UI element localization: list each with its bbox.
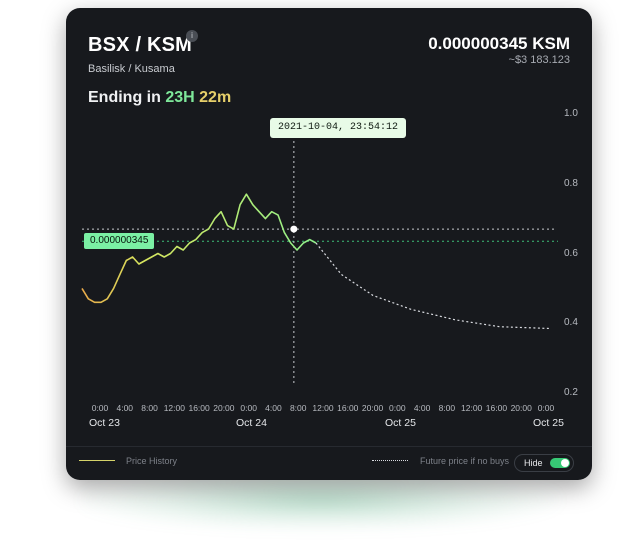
y-tick-label: 0.6 (564, 247, 578, 259)
future-price-line (315, 242, 551, 330)
x-tick-label: 0:00 (91, 403, 109, 413)
future-price-legend-label: Future price if no buys (420, 456, 510, 466)
x-tick-label: 0:00 (537, 403, 555, 413)
x-tick-label: 0:00 (240, 403, 257, 413)
crosshair-point (290, 225, 298, 233)
x-tick-label: 16:00 (485, 403, 508, 413)
hide-future-toggle[interactable]: Hide (514, 454, 574, 472)
x-tick-label: 16:00 (188, 403, 210, 413)
x-tick-label: 20:00 (361, 403, 384, 413)
toggle-switch[interactable] (550, 458, 570, 468)
x-tick-label: 12:00 (163, 403, 185, 413)
price-history-legend-label: Price History (126, 456, 178, 466)
y-tick-label: 0.8 (564, 177, 578, 189)
x-tick-label: 20:00 (510, 403, 532, 413)
hide-toggle-label: Hide (524, 458, 543, 468)
x-tick-label: 8:00 (289, 403, 307, 413)
auction-chart-card: BSX / KSM i Basilisk / Kusama 0.00000034… (66, 8, 592, 480)
pair-subtitle: Basilisk / Kusama (88, 63, 175, 75)
y-tick-label: 1.0 (564, 108, 578, 119)
date-label: Oct 25 (533, 417, 564, 429)
card-glow (80, 470, 560, 530)
x-tick-label: 4:00 (116, 403, 134, 413)
x-tick-label: 4:00 (413, 403, 431, 413)
usd-price: ~$3 183.123 (508, 54, 570, 66)
pair-title: BSX / KSM (88, 34, 193, 56)
date-label: Oct 23 (89, 417, 120, 429)
crosshair-timestamp-tooltip: 2021-10-04, 23:54:12 (270, 118, 407, 138)
x-tick-label: 0:00 (389, 403, 406, 413)
price-chart[interactable] (66, 8, 592, 448)
date-label: Oct 24 (236, 417, 267, 429)
date-label: Oct 25 (385, 417, 416, 429)
ending-minutes: 22m (199, 89, 232, 106)
legend-divider (66, 446, 592, 447)
future-price-legend-line (372, 460, 408, 461)
ending-hours: 23H (165, 89, 195, 106)
toggle-knob (561, 459, 569, 467)
x-tick-label: 8:00 (141, 403, 158, 413)
ending-label: Ending in (88, 89, 161, 106)
info-icon[interactable]: i (186, 30, 198, 42)
x-tick-label: 12:00 (312, 403, 334, 413)
y-tick-label: 0.4 (564, 317, 578, 329)
current-price-tag: 0.000000345 (84, 233, 155, 249)
current-price: 0.000000345 KSM (428, 34, 570, 53)
price-history-line (81, 193, 317, 304)
x-tick-label: 12:00 (461, 403, 483, 413)
x-tick-label: 16:00 (337, 403, 359, 413)
y-tick-label: 0.2 (564, 387, 578, 398)
ending-countdown: Ending in 23H 22m (88, 89, 231, 107)
x-tick-label: 8:00 (438, 403, 456, 413)
price-history-legend-line (79, 460, 115, 461)
x-tick-label: 4:00 (265, 403, 282, 413)
x-tick-label: 20:00 (213, 403, 235, 413)
